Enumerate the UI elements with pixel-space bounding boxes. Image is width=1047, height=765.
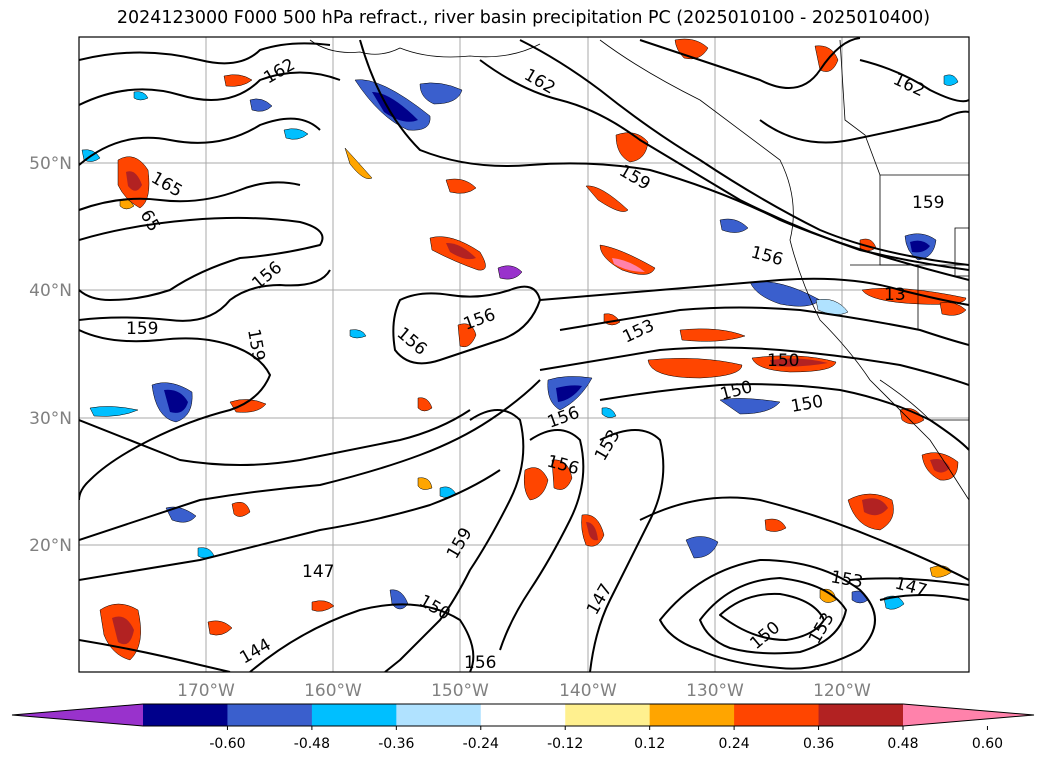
lat-labels: 50°N 40°N 30°N 20°N (29, 154, 72, 556)
lon-label: 170°W (177, 681, 235, 701)
border-canada (839, 39, 969, 176)
refractivity-contours (79, 37, 969, 672)
contour-line (79, 181, 301, 211)
contour-line (759, 110, 969, 144)
colorbar-tick-label: -0.12 (547, 736, 583, 752)
colorbar-tick-label: -0.24 (463, 736, 499, 752)
colorbar-extend-low (12, 704, 143, 726)
colorbar-outline (11, 703, 1035, 727)
colorbar-segment (227, 704, 313, 726)
colorbar: -0.60 -0.48 -0.36 -0.24 -0.12 0.12 0.24 0.36 0.4… (11, 703, 1035, 752)
colorbar-segment (818, 704, 904, 726)
lon-label: 120°W (813, 681, 871, 701)
border-state-line (850, 264, 919, 330)
contour-line (599, 383, 969, 451)
colorbar-tick-label: -0.48 (294, 736, 330, 752)
contour-line (639, 37, 861, 89)
contour-line (539, 346, 969, 386)
contour-line (849, 577, 969, 586)
map-frame (78, 36, 970, 673)
border-box (954, 227, 969, 277)
contour-line (519, 39, 969, 266)
colorbar-tick-label: -0.60 (209, 736, 245, 752)
colorbar-segment (311, 704, 397, 726)
precip-shading (81, 38, 967, 661)
colorbar-tick-label: 0.60 (972, 736, 1003, 752)
colorbar-segment (480, 704, 566, 726)
precip-blob-positive (99, 38, 967, 661)
lat-label: 30°N (29, 409, 72, 429)
contour-line (559, 306, 969, 346)
lon-label: 150°W (431, 681, 489, 701)
contour-line (879, 594, 969, 601)
lat-label: 40°N (29, 281, 72, 301)
precip-blob-negative (81, 74, 959, 610)
lon-label: 140°W (559, 681, 617, 701)
contour-label: 147 (302, 562, 334, 582)
contour-line (79, 469, 501, 581)
coastline-alaska (309, 39, 541, 58)
contour-line (79, 409, 471, 466)
coastline-north-america (599, 39, 969, 501)
contour-line (79, 269, 331, 322)
contour-line (79, 42, 331, 65)
contour-line (249, 603, 475, 672)
colorbar-tick-label: 0.12 (634, 736, 665, 752)
contour-line (479, 59, 969, 271)
colorbar-segment (565, 704, 651, 726)
colorbar-tick-label: 0.24 (719, 736, 750, 752)
contour-line (859, 59, 969, 103)
lon-label: 130°W (686, 681, 744, 701)
contour-line (79, 639, 231, 672)
contour-line (384, 409, 525, 672)
contour-label: 156 (464, 653, 496, 673)
colorbar-segment (143, 704, 228, 726)
contour-label: 159 (912, 193, 944, 213)
contour-label: 159 (126, 319, 158, 339)
colorbar-tick-label: -0.36 (378, 736, 414, 752)
contour-line (79, 117, 321, 166)
contour-label: 13 (884, 285, 906, 305)
contour-line (639, 496, 969, 581)
contour-line (589, 429, 665, 672)
lon-label: 160°W (304, 681, 362, 701)
colorbar-segment (396, 704, 482, 726)
contour-line (79, 379, 541, 541)
colorbar-extend-high (903, 704, 1034, 726)
colorbar-tick-label: 0.48 (887, 736, 918, 752)
map-gridlines (79, 37, 969, 672)
map-title: 2024123000 F000 500 hPa refract., river … (116, 8, 931, 28)
contour-line (499, 429, 585, 651)
lon-labels: 170°W 160°W 150°W 140°W 130°W 120°W (177, 681, 871, 701)
contour-label: 150 (767, 351, 799, 371)
contour-line (659, 559, 876, 670)
lat-label: 50°N (29, 154, 72, 174)
colorbar-segment (734, 704, 820, 726)
contour-line (699, 577, 847, 655)
contour-line (392, 285, 541, 365)
contour-line (79, 216, 324, 301)
contour-line (79, 71, 341, 106)
contour-line (719, 592, 825, 641)
contour-line (79, 329, 271, 501)
colorbar-segment (649, 704, 735, 726)
contour-line (539, 277, 969, 306)
colorbar-tick-label: 0.36 (803, 736, 834, 752)
lat-label: 20°N (29, 536, 72, 556)
